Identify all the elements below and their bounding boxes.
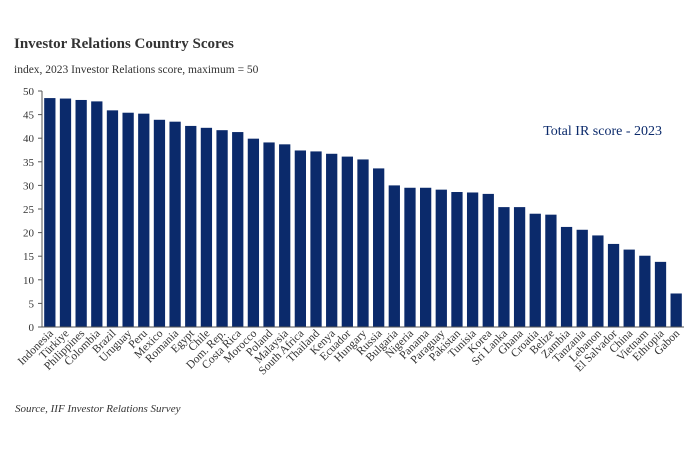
bar-egypt (185, 125, 197, 327)
y-tick-label: 45 (23, 110, 35, 122)
chart-title: Investor Relations Country Scores (14, 36, 234, 52)
bar-croatia (529, 213, 541, 327)
bar-chile (200, 127, 213, 327)
bar-dom-rep (216, 130, 228, 327)
bar-tunisia (466, 192, 479, 327)
bar-ecuador (341, 156, 353, 327)
bar-romania (169, 121, 181, 328)
y-tick-label: 30 (23, 180, 35, 192)
bar-korea (482, 193, 494, 327)
y-tick-label: 25 (23, 204, 35, 216)
bar-ghana (513, 207, 526, 327)
bar-kenya (326, 153, 338, 327)
bar-ethiopia (654, 261, 667, 327)
y-tick-label: 50 (23, 86, 35, 98)
bar-china (623, 249, 635, 327)
bar-belize (545, 214, 557, 327)
bar-poland (263, 142, 275, 327)
bars-layer (44, 98, 682, 328)
y-tick-label: 0 (29, 322, 35, 334)
bar-malaysia (279, 144, 291, 327)
y-tick-label: 20 (23, 228, 35, 240)
y-tick-label: 5 (29, 298, 35, 310)
chart-subtitle: index, 2023 Investor Relations score, ma… (14, 64, 259, 76)
y-tick-label: 35 (23, 157, 35, 169)
bar-panama (419, 187, 432, 327)
y-tick-label: 40 (23, 133, 35, 145)
bar-nigeria (404, 187, 416, 327)
bar-paraguay (435, 189, 447, 327)
legend-label: Total IR score - 2023 (543, 124, 662, 139)
bar-morocco (247, 138, 260, 327)
axes-layer: 0 5 10 15 20 25 30 35 40 45 50 (23, 86, 684, 334)
bar-south-africa (294, 150, 307, 327)
bar-lebanon (592, 235, 604, 327)
bar-bulgaria (388, 185, 400, 327)
bar-peru (138, 113, 150, 327)
labels-layer: IndonesiaTürkiyePhilippinesColombiaBrazi… (16, 327, 683, 377)
bar-russia (373, 168, 385, 327)
bar-uruguay (122, 112, 134, 327)
bar-indonesia (44, 98, 56, 327)
bar-zambia (560, 226, 573, 327)
bar-thailand (310, 151, 322, 327)
bar-brazil (106, 110, 119, 328)
bar-el-salvador (607, 243, 620, 327)
bar-hungary (357, 159, 369, 327)
bar-vietnam (639, 255, 651, 327)
y-tick-label: 10 (23, 275, 35, 287)
bar-philippines (75, 99, 87, 327)
source-note: Source, IIF Investor Relations Survey (15, 403, 181, 415)
bar-tanzania (576, 229, 588, 327)
bar-costa-rica (232, 132, 244, 327)
bar-mexico (153, 119, 166, 328)
bar-pakistan (451, 192, 463, 327)
bar-gabon (670, 293, 682, 327)
y-tick-label: 15 (23, 251, 35, 263)
bar-colombia (91, 101, 103, 327)
bar-t-rkiye (59, 98, 72, 327)
bar-sri-lanka (498, 207, 510, 327)
